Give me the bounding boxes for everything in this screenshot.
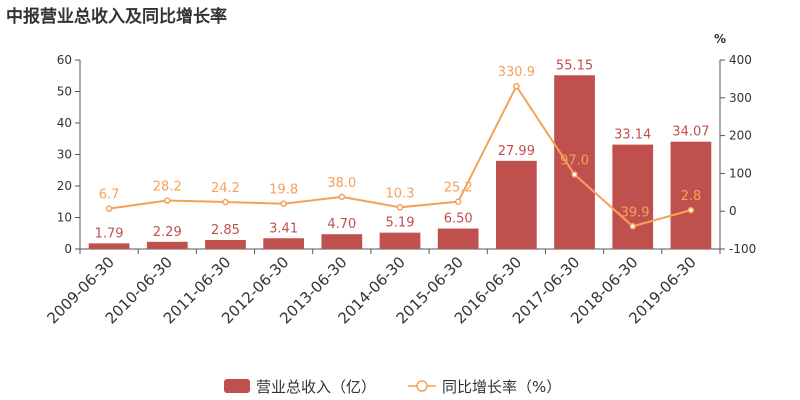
- bar: [263, 238, 304, 249]
- line-data-label: 28.2: [153, 180, 182, 195]
- bar-data-label: 1.79: [95, 226, 124, 241]
- line-point: [105, 205, 113, 212]
- left-tick-label: 30: [57, 148, 72, 162]
- line-point: [338, 193, 346, 201]
- line-data-label: 38.0: [327, 176, 356, 191]
- line-data-label: 25.2: [444, 181, 473, 196]
- bar-data-label: 4.70: [327, 217, 356, 232]
- line-data-label: 24.2: [211, 181, 240, 196]
- line-point: [280, 200, 287, 207]
- left-tick-label: 20: [57, 179, 72, 193]
- bar-data-label: 27.99: [498, 144, 535, 159]
- bar: [437, 228, 479, 249]
- legend-line-label: 同比增长率（%）: [442, 378, 561, 396]
- line-point: [571, 171, 578, 178]
- bar: [496, 160, 537, 249]
- bar: [146, 241, 188, 249]
- bar: [379, 232, 421, 249]
- line-point: [454, 198, 462, 205]
- line-data-label: 10.3: [386, 186, 415, 201]
- line-data-label: -39.9: [616, 205, 650, 220]
- bar-data-label: 2.29: [153, 225, 182, 240]
- legend-bar-label: 营业总收入（亿）: [256, 378, 376, 396]
- right-tick-label: 200: [729, 129, 752, 143]
- line-data-label: 330.9: [498, 65, 535, 80]
- left-tick-label: 0: [64, 242, 72, 256]
- bar: [612, 144, 654, 249]
- bar-data-label: 33.14: [614, 128, 651, 143]
- line-point: [164, 197, 171, 204]
- bar-data-label: 3.41: [269, 221, 298, 236]
- bar-data-label: 2.85: [211, 223, 240, 238]
- left-tick-label: 60: [57, 53, 72, 67]
- bar: [321, 234, 363, 249]
- bar-data-label: 5.19: [386, 216, 415, 231]
- legend-bar-swatch: [224, 379, 250, 393]
- chart-title: 中报营业总收入及同比增长率: [6, 7, 227, 27]
- right-tick-label: 400: [729, 53, 752, 67]
- bar: [670, 141, 712, 249]
- line-data-label: 19.8: [269, 183, 298, 198]
- line-data-label: 6.7: [99, 188, 120, 203]
- line-data-label: 97.0: [560, 154, 589, 169]
- line-point: [396, 204, 404, 211]
- left-tick-label: 10: [57, 211, 72, 225]
- right-tick-label: 300: [729, 91, 752, 105]
- line-data-label: 2.8: [681, 189, 702, 204]
- bar: [205, 240, 246, 249]
- line-point: [629, 223, 636, 230]
- right-tick-label: -100: [729, 242, 756, 256]
- right-tick-label: 100: [729, 166, 752, 180]
- bar-data-label: 6.50: [444, 212, 473, 227]
- bar-data-label: 34.07: [672, 125, 709, 140]
- line-point: [222, 198, 229, 206]
- right-tick-label: 0: [729, 204, 737, 218]
- left-tick-label: 50: [57, 85, 72, 99]
- bar: [88, 243, 130, 249]
- right-axis-unit: %: [714, 32, 726, 46]
- legend-line-marker: [416, 380, 428, 392]
- line-point: [513, 82, 520, 90]
- line-point: [687, 206, 695, 214]
- left-tick-label: 40: [57, 116, 72, 130]
- bar: [554, 75, 595, 249]
- bar-data-label: 55.15: [556, 58, 593, 73]
